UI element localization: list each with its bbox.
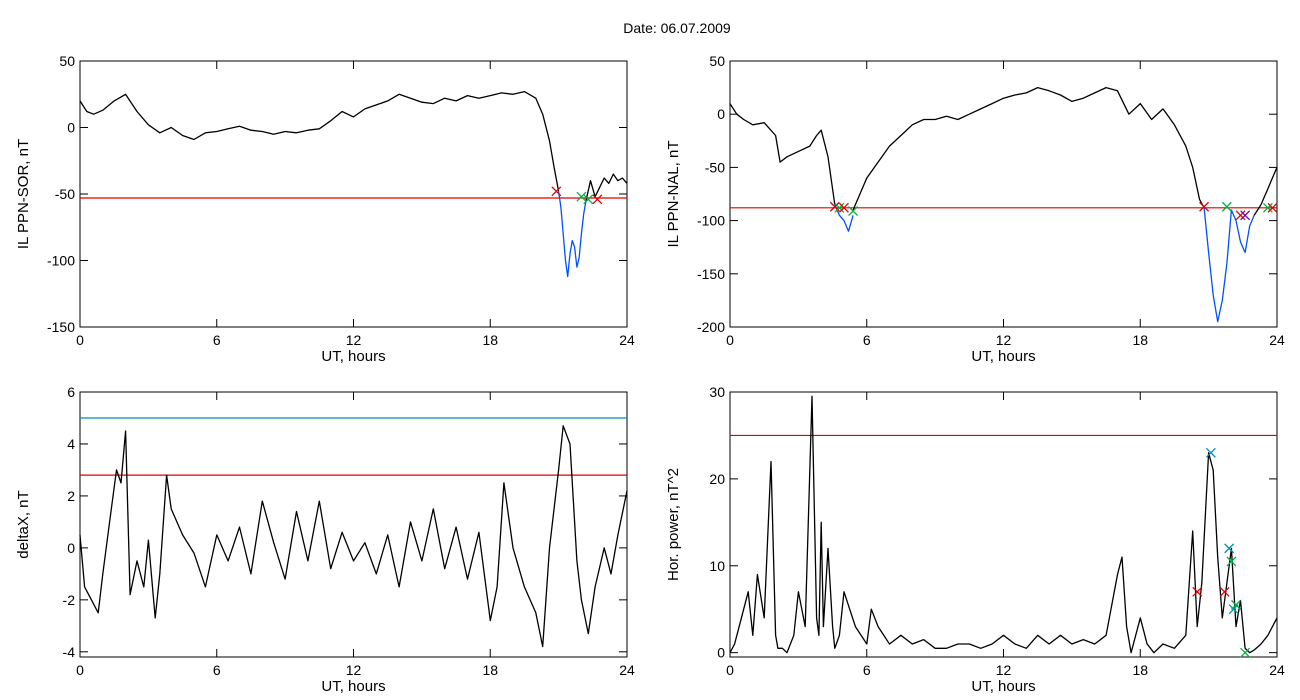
chart-4-xtick-label: 6	[863, 662, 871, 678]
chart-2-xtick-label: 12	[996, 332, 1012, 348]
chart-1-event-marker	[592, 194, 603, 205]
chart-1-ytick-label: -100	[47, 253, 75, 269]
chart-1-event-marker	[576, 191, 587, 202]
chart-2-frame	[729, 60, 1278, 328]
figure-title: Date: 06.07.2009	[623, 20, 731, 36]
chart-4-event-marker	[1224, 543, 1235, 554]
chart-2-ytick-label: -150	[697, 266, 725, 282]
chart-1-xlabel: UT, hours	[321, 348, 385, 365]
chart-3-xtick-label: 6	[213, 662, 221, 678]
chart-4-ytick-label: 30	[709, 384, 725, 400]
chart-3-xtick-label: 18	[482, 662, 498, 678]
chart-2-series-line	[1203, 207, 1255, 323]
chart-2-event-marker	[1199, 201, 1210, 212]
chart-4-xtick-label: 24	[1269, 662, 1285, 678]
chart-4-event-marker	[1219, 586, 1230, 597]
chart-3-series-line	[79, 425, 628, 648]
chart-2-event-marker	[1240, 210, 1251, 221]
chart-2-event-marker	[848, 206, 859, 216]
chart-4-ytick-label: 0	[717, 645, 725, 661]
chart-2-event-marker	[1221, 201, 1232, 212]
chart-1-xtick-label: 18	[482, 332, 498, 348]
chart-4-xtick-label: 0	[726, 662, 734, 678]
chart-3-xtick-label: 0	[76, 662, 84, 678]
chart-2-series-line	[1253, 167, 1278, 216]
chart-1-event-marker	[551, 186, 562, 197]
chart-2-ytick-label: 50	[709, 53, 725, 69]
chart-1-series-line	[557, 191, 587, 278]
chart-1-ytick-label: -150	[47, 319, 75, 335]
chart-3-ytick-label: -2	[63, 592, 76, 608]
chart-4-event-marker	[1205, 447, 1216, 458]
chart-1-event-marker	[583, 194, 594, 205]
chart-1-ylabel: IL PPN-SOR, nT	[15, 139, 32, 249]
chart-2-xlabel: UT, hours	[971, 348, 1035, 365]
chart-2-ytick-label: 0	[717, 106, 725, 122]
chart-2-series-line	[852, 86, 1205, 211]
chart-4-event-marker	[1226, 556, 1237, 567]
chart-2-ylabel: IL PPN-NAL, nT	[665, 141, 682, 248]
chart-3-ytick-label: 0	[67, 540, 75, 556]
chart-3-xlabel: UT, hours	[321, 678, 385, 695]
chart-3-xtick-label: 24	[619, 662, 635, 678]
chart-1-xtick-label: 24	[619, 332, 635, 348]
chart-1-xtick-label: 6	[213, 332, 221, 348]
chart-1-xtick-label: 0	[76, 332, 84, 348]
chart-3-ytick-label: -4	[63, 644, 76, 660]
chart-2-xtick-label: 18	[1132, 332, 1148, 348]
chart-4-series-line	[729, 395, 1278, 654]
chart-1-ytick-label: -50	[55, 186, 75, 202]
chart-2-event-marker	[838, 202, 849, 213]
chart-4-event-marker	[1231, 599, 1241, 610]
chart-1-frame	[79, 60, 628, 328]
chart-1-series-line	[79, 90, 560, 192]
chart-3-ylabel: deltaX, nT	[15, 490, 32, 558]
chart-4-ytick-label: 10	[709, 558, 725, 574]
chart-1-series-line	[585, 173, 628, 201]
chart-3-ytick-label: 6	[67, 384, 75, 400]
chart-4-ytick-label: 20	[709, 471, 725, 487]
chart-3-ytick-label: 2	[67, 488, 75, 504]
chart-2-xtick-label: 6	[863, 332, 871, 348]
chart-2-ytick-label: -200	[697, 319, 725, 335]
chart-2-ytick-label: -50	[705, 159, 725, 175]
chart-4-xlabel: UT, hours	[971, 678, 1035, 695]
chart-2-series-line	[834, 204, 854, 232]
chart-1-ytick-label: 0	[67, 120, 75, 136]
chart-2-event-marker	[1267, 202, 1278, 213]
chart-4-ylabel: Hor. power, nT^2	[665, 468, 682, 581]
chart-3-xtick-label: 12	[346, 662, 362, 678]
chart-3-ytick-label: 4	[67, 436, 75, 452]
chart-1-ytick-label: 50	[59, 53, 75, 69]
chart-4-event-marker	[1240, 647, 1251, 658]
chart-4-xtick-label: 12	[996, 662, 1012, 678]
chart-4-frame	[729, 391, 1278, 658]
chart-2-event-marker	[1235, 210, 1246, 221]
chart-2-ytick-label: -100	[697, 213, 725, 229]
chart-4-event-marker	[1192, 586, 1203, 597]
chart-1-xtick-label: 12	[346, 332, 362, 348]
chart-2-event-marker	[1262, 202, 1273, 213]
chart-2-xtick-label: 0	[726, 332, 734, 348]
chart-2-series-line	[729, 103, 836, 205]
chart-4-xtick-label: 18	[1132, 662, 1148, 678]
chart-2-xtick-label: 24	[1269, 332, 1285, 348]
chart-2-event-marker	[834, 202, 845, 213]
